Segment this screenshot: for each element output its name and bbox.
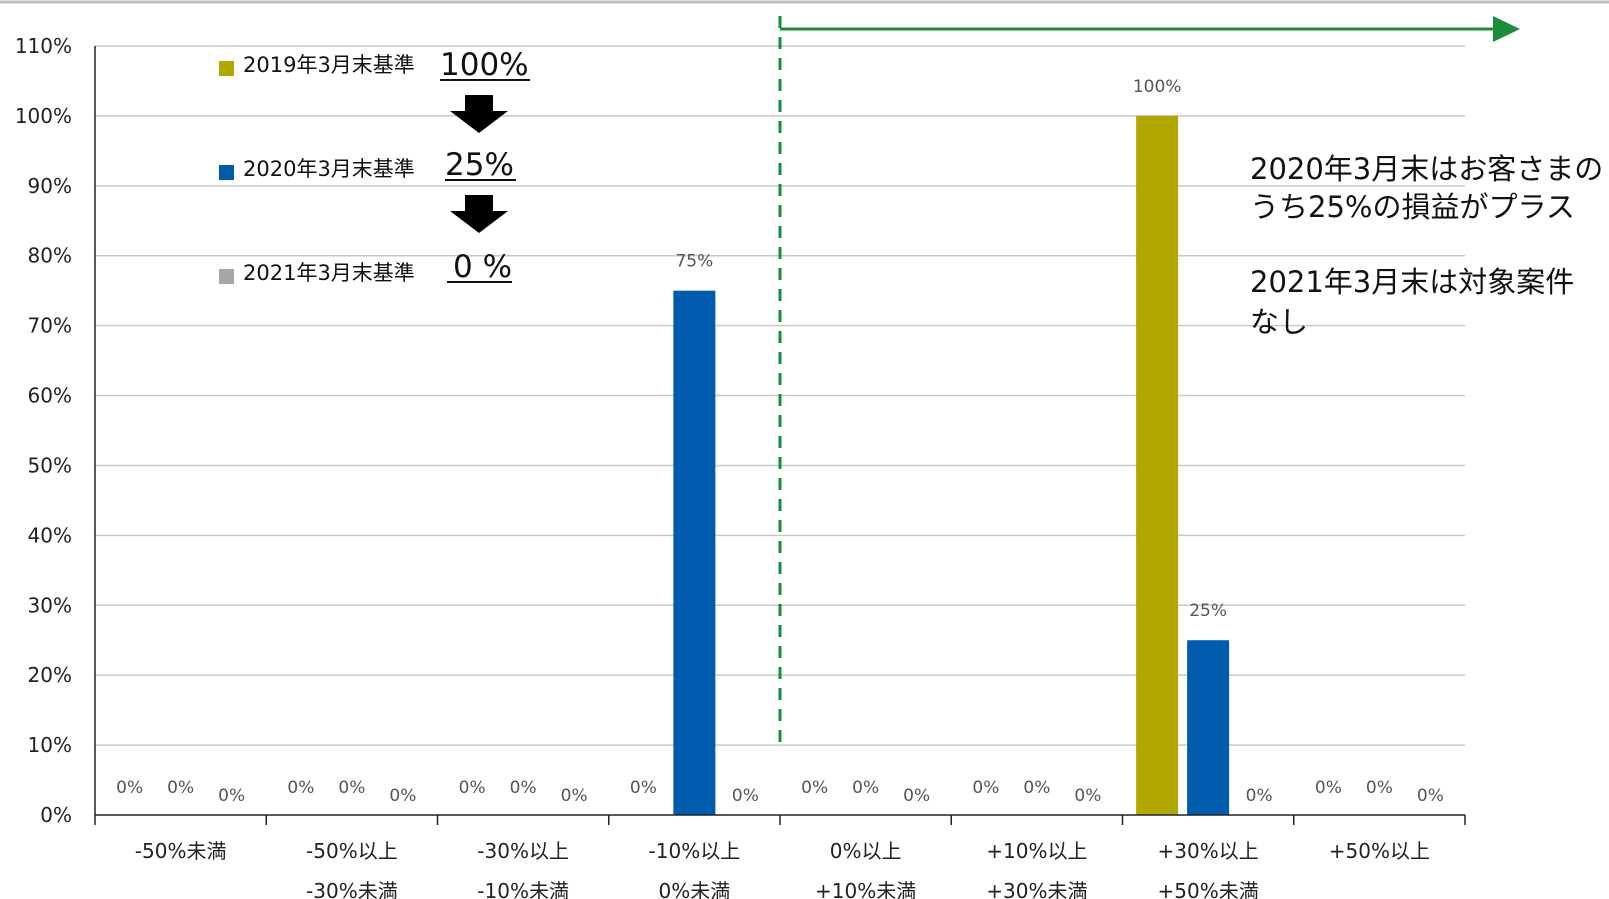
y-tick-label: 70% — [28, 314, 72, 338]
x-category-label: +30%未満 — [986, 879, 1087, 899]
note-line-4: 2021年3月末は対象案件 — [1250, 265, 1574, 299]
data-label-s2019-1: 0% — [287, 778, 314, 798]
legend-label-2021: 2021年3月末基準 — [243, 261, 415, 285]
note-annotation: 2020年3月末はお客さまの うち25%の損益がプラス 2021年3月末は対象案… — [1250, 152, 1603, 339]
y-axis-ticks: 0% 10% 20% 30% 40% 50% 60% 70% 80% 90% 100% 110% — [15, 34, 72, 827]
legend: 2019年3月末基準 100% 2020年3月末基準 25% 2021年3月末基… — [219, 47, 530, 285]
legend-label-2019: 2019年3月末基準 — [243, 53, 415, 77]
y-tick-label: 40% — [28, 523, 72, 547]
down-arrow-icon — [450, 95, 508, 133]
data-label-s2020-4: 0% — [852, 778, 879, 798]
data-label-s2020-1: 0% — [338, 778, 365, 798]
x-category-label: -50%未満 — [135, 839, 227, 863]
x-axis — [94, 46, 1466, 825]
data-labels: 0% 0% 0% 0% 0% 0% 0% 0% 0% 0% 75% 0% 0% 0% 0% 0% 0% 0% 100… — [116, 77, 1444, 806]
bars — [673, 115, 1230, 816]
x-category-label: 0%未満 — [659, 879, 731, 899]
x-category-label: +10%未満 — [815, 879, 916, 899]
y-tick-label: 50% — [28, 453, 72, 477]
bar-s2020-6 — [1187, 640, 1230, 815]
data-label-s2021-3: 0% — [732, 786, 759, 806]
y-tick-label: 0% — [40, 803, 72, 827]
x-category-label: -30%以上 — [477, 839, 569, 863]
y-tick-label: 10% — [28, 733, 72, 757]
y-tick-label: 20% — [28, 663, 72, 687]
y-tick-label: 60% — [28, 384, 72, 408]
x-category-label: -30%未満 — [306, 879, 398, 899]
y-tick-label: 90% — [28, 174, 72, 198]
x-category-label: +50%以上 — [1329, 839, 1430, 863]
bar-s2019-6 — [1136, 115, 1179, 816]
y-tick-label: 80% — [28, 244, 72, 268]
data-label-s2020-6: 25% — [1189, 601, 1227, 621]
data-label-s2020-3: 75% — [675, 252, 713, 272]
legend-swatch-2020 — [219, 165, 234, 180]
y-tick-label: 30% — [28, 593, 72, 617]
legend-value-2019: 100% — [440, 47, 529, 83]
data-label-s2019-0: 0% — [116, 778, 143, 798]
data-label-s2019-2: 0% — [459, 778, 486, 798]
profit-arrow-head — [1493, 16, 1520, 42]
legend-swatch-2021 — [219, 269, 234, 284]
data-label-s2021-4: 0% — [903, 786, 930, 806]
x-category-label: -10%未満 — [477, 879, 569, 899]
legend-swatch-2019 — [219, 61, 234, 76]
data-label-s2020-5: 0% — [1023, 778, 1050, 798]
x-category-label: +30%以上 — [1158, 839, 1259, 863]
legend-value-2020: 25% — [445, 147, 514, 183]
data-label-s2020-0: 0% — [167, 778, 194, 798]
data-label-s2021-6: 0% — [1246, 786, 1273, 806]
x-category-label: -50%以上 — [306, 839, 398, 863]
bar-s2020-3 — [673, 290, 716, 815]
data-label-s2019-4: 0% — [801, 778, 828, 798]
data-label-s2019-3: 0% — [630, 778, 657, 798]
note-line-2: うち25%の損益がプラス — [1250, 190, 1575, 224]
data-label-s2021-5: 0% — [1074, 786, 1101, 806]
y-tick-label: 110% — [15, 34, 72, 58]
data-label-s2020-2: 0% — [510, 778, 537, 798]
x-axis-categories: -50%未満 -50%以上 -30%未満 -30%以上 -10%未満 -10%以上 0%未満… — [135, 839, 1430, 899]
y-tick-label: 100% — [15, 104, 72, 128]
data-label-s2021-0: 0% — [218, 786, 245, 806]
data-label-s2020-7: 0% — [1366, 778, 1393, 798]
down-arrow-icon — [450, 195, 508, 233]
note-line-5: なし — [1250, 305, 1308, 339]
data-label-s2019-6: 100% — [1133, 77, 1182, 97]
note-line-1: 2020年3月末はお客さまの — [1250, 152, 1603, 186]
legend-value-2021: 0 % — [453, 249, 512, 285]
data-label-s2019-7: 0% — [1315, 778, 1342, 798]
data-label-s2019-5: 0% — [972, 778, 999, 798]
legend-label-2020: 2020年3月末基準 — [243, 157, 415, 181]
x-category-label: +50%未満 — [1158, 879, 1259, 899]
data-label-s2021-7: 0% — [1417, 786, 1444, 806]
data-label-s2021-2: 0% — [561, 786, 588, 806]
x-category-label: -10%以上 — [649, 839, 741, 863]
x-category-label: 0%以上 — [830, 839, 902, 863]
data-label-s2021-1: 0% — [389, 786, 416, 806]
x-category-label: +10%以上 — [986, 839, 1087, 863]
